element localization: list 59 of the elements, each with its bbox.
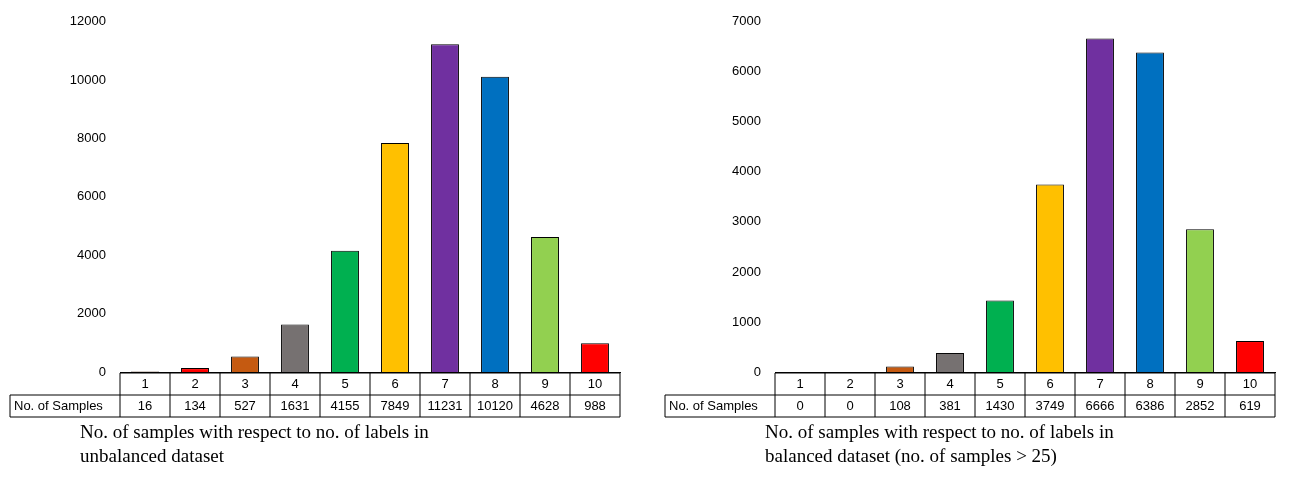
y-tick-label: 10000 [69,71,106,87]
text: No. of samples with respect to no. of labels in balanced dataset (no. of samples > 25) [765,420,1115,468]
y-tick-label: 12000 [69,13,106,29]
data-label: 1430 [985,397,1015,413]
data-label: 988 [584,397,606,413]
x-tick-label: 3 [896,375,904,391]
data-label: 4155 [330,397,360,413]
y-tick-label: 0 [98,363,106,379]
data-label: 0 [846,397,854,413]
y-tick-label: 0 [753,363,761,379]
text: No. of Samples [669,397,759,413]
y-tick-label: 8000 [77,130,106,146]
x-tick-label: 1 [796,375,804,391]
x-tick-label: 7 [1096,375,1104,391]
data-label: 2852 [1185,397,1215,413]
data-label: 10120 [476,397,514,413]
x-tick-label: 10 [1242,375,1258,391]
x-tick-label: 2 [846,375,854,391]
data-label: 381 [939,397,961,413]
y-tick-label: 1000 [732,313,761,329]
data-label: 619 [1239,397,1261,413]
data-label: 527 [234,397,256,413]
data-label: 3749 [1035,397,1065,413]
x-tick-label: 6 [391,375,399,391]
x-tick-label: 4 [291,375,299,391]
x-tick-label: 4 [946,375,954,391]
data-label: 11231 [427,397,463,413]
y-tick-label: 6000 [732,63,761,79]
x-tick-label: 3 [241,375,249,391]
y-tick-label: 4000 [77,246,106,262]
x-tick-label: 9 [541,375,549,391]
x-tick-label: 1 [141,375,149,391]
data-label: 6386 [1135,397,1165,413]
data-label: 16 [137,397,153,413]
x-tick-label: 9 [1196,375,1204,391]
data-label: 4628 [530,397,560,413]
y-tick-label: 4000 [732,163,761,179]
y-tick-label: 5000 [732,113,761,129]
x-tick-label: 8 [491,375,499,391]
x-tick-label: 6 [1046,375,1054,391]
y-tick-label: 6000 [77,188,106,204]
data-label: 134 [184,397,206,413]
x-tick-label: 10 [587,375,603,391]
y-tick-label: 2000 [732,263,761,279]
text: No. of Samples [14,397,104,413]
data-label: 1631 [280,397,310,413]
data-label: 6666 [1085,397,1115,413]
y-tick-label: 7000 [732,13,761,29]
text: No. of samples with respect to no. of labels in unbalanced dataset [80,420,430,468]
x-tick-label: 8 [1146,375,1154,391]
x-tick-label: 7 [441,375,449,391]
x-tick-label: 2 [191,375,199,391]
data-label: 0 [796,397,804,413]
y-tick-label: 2000 [77,305,106,321]
data-label: 7849 [380,397,410,413]
y-tick-label: 3000 [732,213,761,229]
x-tick-label: 5 [996,375,1004,391]
data-label: 108 [889,397,911,413]
x-tick-label: 5 [341,375,349,391]
